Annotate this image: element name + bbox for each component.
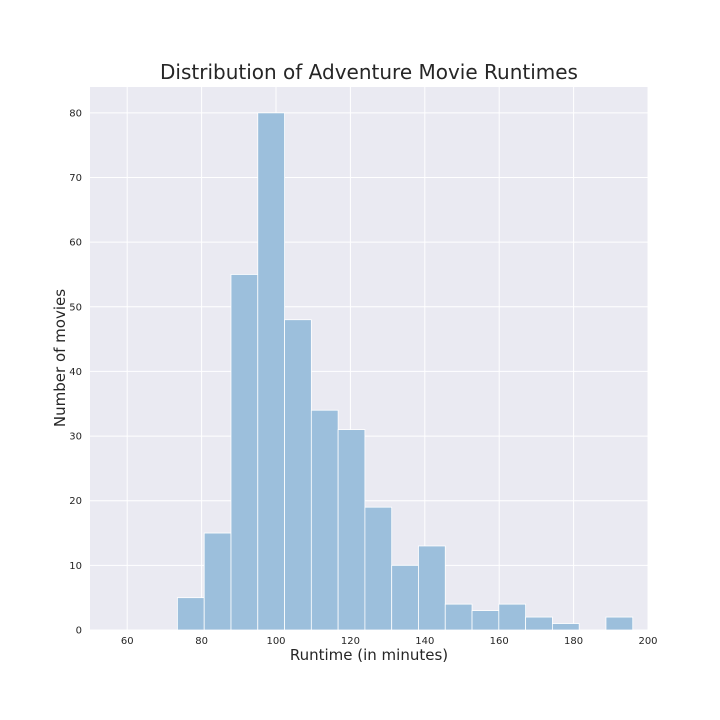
histogram-bar [203, 532, 232, 631]
y-axis-label: Number of movies [51, 288, 69, 428]
histogram-bar [391, 564, 419, 631]
y-tick-label: 10 [69, 561, 82, 572]
histogram-bar [418, 545, 446, 631]
x-tick-label: 100 [266, 636, 285, 647]
y-tick-labels: 0 10 20 30 40 50 60 70 80 [69, 108, 82, 636]
x-tick-label: 60 [121, 636, 134, 647]
histogram-bar [284, 319, 312, 631]
histogram-bar [257, 112, 285, 631]
histogram-bar [444, 603, 473, 631]
y-tick-label: 40 [69, 367, 82, 378]
x-tick-label: 160 [490, 636, 509, 647]
histogram-bar [310, 409, 339, 631]
histogram-bar [525, 616, 553, 631]
y-tick-label: 70 [69, 173, 82, 184]
grid-lines [90, 87, 649, 631]
histogram-bar [177, 597, 205, 631]
x-tick-label: 80 [195, 636, 208, 647]
x-axis-label: Runtime (in minutes) [289, 646, 449, 664]
y-tick-label: 80 [69, 108, 82, 119]
histogram-bar [551, 623, 580, 631]
x-tick-label: 200 [638, 636, 657, 647]
y-tick-label: 0 [76, 626, 82, 637]
histogram-bar [364, 506, 393, 631]
x-tick-labels: 60 80 100 120 140 160 180 200 [121, 636, 658, 647]
histogram-bar [605, 616, 634, 631]
x-tick-label: 120 [341, 636, 360, 647]
x-tick-label: 140 [415, 636, 434, 647]
y-tick-label: 30 [69, 432, 82, 443]
y-tick-label: 50 [69, 302, 82, 313]
histogram-bar [230, 274, 259, 631]
histogram-bars [177, 112, 634, 631]
histogram-bar [471, 610, 500, 631]
y-tick-label: 20 [69, 496, 82, 507]
histogram-bar [337, 429, 366, 631]
histogram-bar [498, 603, 527, 631]
chart-title: Distribution of Adventure Movie Runtimes [160, 60, 578, 84]
y-tick-label: 60 [69, 238, 82, 249]
x-tick-label: 180 [564, 636, 583, 647]
